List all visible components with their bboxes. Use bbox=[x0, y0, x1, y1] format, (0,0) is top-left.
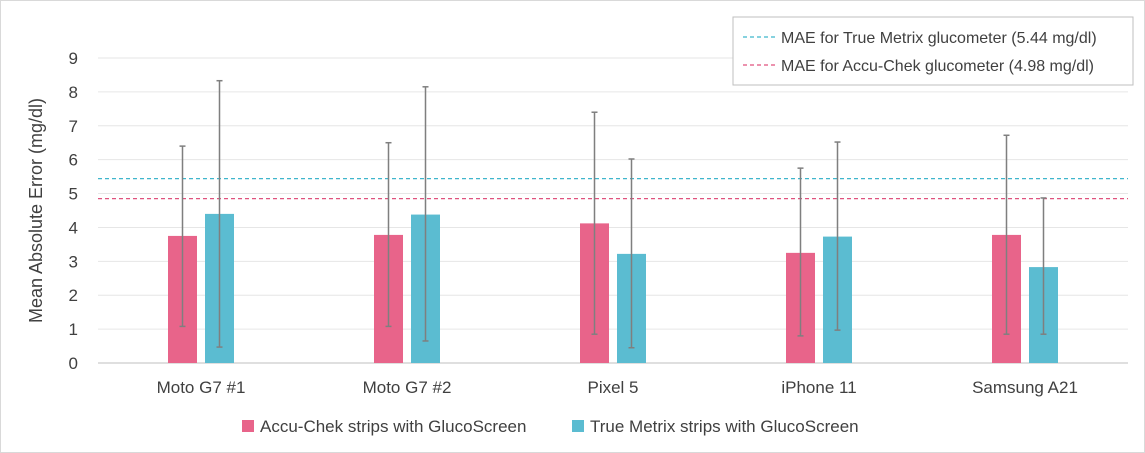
x-tick-label: Pixel 5 bbox=[587, 378, 638, 397]
series-legend: Accu-Chek strips with GlucoScreen True Me… bbox=[242, 417, 859, 436]
y-tick-label: 9 bbox=[69, 49, 78, 68]
y-tick-label: 8 bbox=[69, 83, 78, 102]
reference-lines bbox=[98, 177, 1128, 200]
y-tick-label: 7 bbox=[69, 117, 78, 136]
y-tick-label: 2 bbox=[69, 286, 78, 305]
series-legend-label: True Metrix strips with GlucoScreen bbox=[590, 417, 859, 436]
reference-legend-label: MAE for True Metrix glucometer (5.44 mg/… bbox=[781, 30, 1097, 47]
y-tick-label: 0 bbox=[69, 354, 78, 373]
x-axis: Moto G7 #1 Moto G7 #2 Pixel 5 iPhone 11 Sams… bbox=[157, 378, 1078, 397]
y-tick-label: 5 bbox=[69, 185, 78, 204]
series-legend-swatch bbox=[242, 420, 254, 432]
reference-legend-box bbox=[732, 16, 1134, 86]
series-legend-swatch bbox=[572, 420, 584, 432]
bars bbox=[168, 213, 1058, 363]
y-axis: 0 1 2 3 4 5 6 7 8 9 bbox=[69, 49, 78, 373]
y-tick-label: 3 bbox=[69, 252, 78, 271]
y-tick-label: 4 bbox=[69, 218, 78, 237]
y-tick-label: 1 bbox=[69, 320, 78, 339]
series-legend-label: Accu-Chek strips with GlucoScreen bbox=[260, 417, 526, 436]
reference-legend-label: MAE for Accu-Chek glucometer (4.98 mg/dl… bbox=[781, 58, 1094, 75]
x-tick-label: Moto G7 #1 bbox=[157, 378, 246, 397]
reference-line-legend: MAE for True Metrix glucometer (5.44 mg/… bbox=[732, 16, 1134, 86]
x-tick-label: Moto G7 #2 bbox=[363, 378, 452, 397]
x-tick-label: iPhone 11 bbox=[781, 378, 856, 397]
y-tick-label: 6 bbox=[69, 151, 78, 170]
error-bars bbox=[179, 79, 1047, 349]
gridlines bbox=[98, 57, 1128, 364]
x-tick-label: Samsung A21 bbox=[972, 378, 1078, 397]
y-axis-title: Mean Absolute Error (mg/dl) bbox=[26, 98, 46, 323]
